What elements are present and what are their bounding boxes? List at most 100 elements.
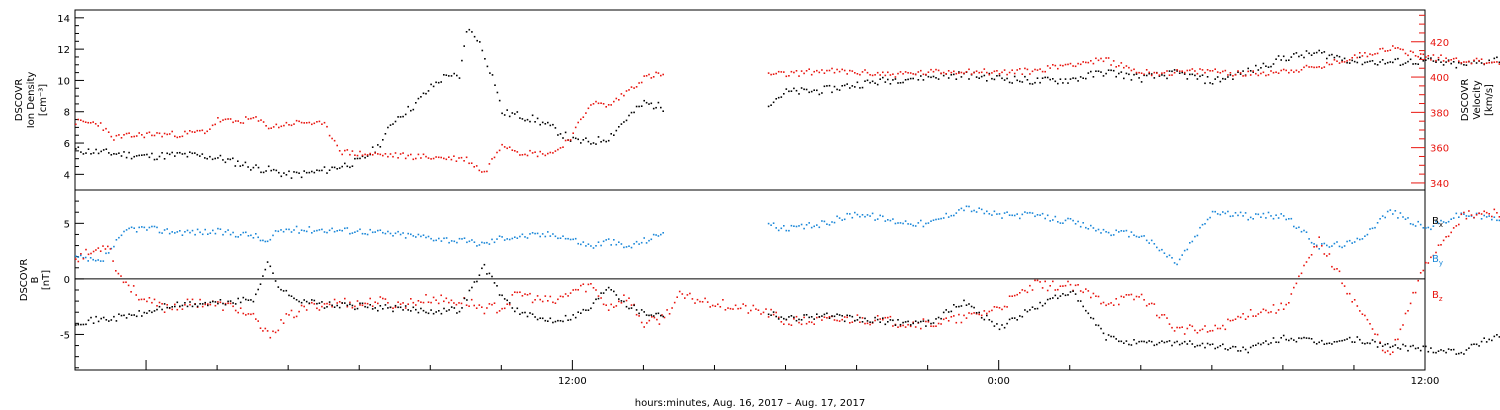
data-point-black — [927, 319, 930, 322]
data-point-red — [1478, 59, 1480, 62]
data-point-red — [407, 154, 409, 157]
data-point-black — [767, 313, 770, 316]
data-point-black — [318, 169, 321, 172]
data-point-red — [775, 311, 777, 314]
data-point-black — [242, 164, 244, 167]
data-point-red — [950, 71, 953, 74]
data-point-red — [1288, 71, 1290, 74]
data-point-black — [1011, 82, 1013, 84]
data-point-black — [854, 320, 856, 322]
data-point-blue — [805, 224, 808, 226]
data-point-red — [354, 154, 356, 156]
data-point-red — [618, 300, 620, 303]
data-point-black — [1295, 52, 1298, 54]
data-point-blue — [176, 231, 179, 233]
data-point-black — [392, 310, 394, 313]
data-point-black — [214, 301, 217, 303]
data-point-black — [889, 83, 892, 85]
data-point-red — [1140, 72, 1143, 74]
data-point-blue — [1359, 238, 1361, 241]
data-point-blue — [1455, 212, 1458, 215]
data-point-red — [800, 70, 803, 72]
data-point-red — [481, 171, 483, 173]
data-point-blue — [438, 237, 440, 240]
data-point-black — [247, 166, 249, 168]
data-point-black — [222, 302, 224, 305]
data-point-black — [262, 171, 265, 174]
data-point-black — [1128, 73, 1130, 76]
data-point-blue — [1118, 231, 1120, 233]
data-point-red — [1097, 295, 1100, 298]
data-point-black — [1176, 340, 1178, 343]
data-point-blue — [1384, 216, 1386, 219]
data-point-red — [120, 275, 122, 277]
data-point-black — [179, 151, 181, 154]
data-point-black — [1270, 65, 1272, 68]
data-point-red — [1112, 304, 1115, 306]
data-point-black — [790, 315, 793, 317]
data-point-red — [1079, 63, 1082, 66]
data-point-black — [519, 313, 521, 315]
data-point-red — [148, 297, 151, 299]
data-point-black — [201, 303, 204, 305]
data-point-red — [927, 71, 930, 73]
data-point-red — [1255, 315, 1257, 317]
data-point-red — [914, 73, 917, 76]
data-point-red — [432, 157, 435, 160]
data-point-red — [795, 315, 798, 318]
data-point-blue — [207, 233, 209, 235]
data-point-black — [1437, 59, 1440, 61]
data-point-red — [998, 73, 1001, 75]
data-point-black — [427, 312, 430, 315]
data-point-red — [1183, 71, 1186, 74]
data-point-red — [189, 303, 191, 306]
data-point-black — [1394, 344, 1397, 346]
data-point-red — [186, 132, 189, 135]
data-point-black — [1171, 344, 1173, 347]
data-point-black — [783, 317, 785, 320]
data-point-red — [493, 156, 496, 159]
data-point-blue — [605, 239, 607, 241]
data-point-black — [331, 304, 333, 307]
data-point-black — [1168, 340, 1171, 342]
data-point-black — [437, 81, 440, 84]
data-point-black — [645, 101, 648, 104]
data-point-red — [488, 303, 491, 305]
data-point-black — [1024, 309, 1026, 311]
data-point-blue — [869, 215, 871, 217]
data-point-black — [341, 165, 343, 168]
data-point-black — [633, 304, 635, 307]
data-point-red — [922, 318, 925, 320]
data-point-blue — [1140, 235, 1143, 238]
data-point-black — [1262, 62, 1265, 65]
data-point-red — [1087, 290, 1090, 292]
data-point-black — [1090, 316, 1092, 319]
data-point-black — [1021, 315, 1024, 318]
data-point-red — [539, 298, 541, 301]
data-point-black — [128, 313, 130, 315]
data-point-red — [186, 298, 189, 301]
velocity-axis-label-line1: DSCOVR — [1460, 79, 1471, 122]
data-point-red — [1496, 212, 1498, 214]
data-point-blue — [1206, 218, 1209, 221]
data-point-black — [1011, 317, 1013, 319]
data-point-red — [991, 72, 993, 74]
data-point-black — [539, 123, 541, 126]
data-point-blue — [662, 232, 664, 234]
data-point-black — [1496, 334, 1498, 336]
data-point-red — [1460, 62, 1463, 64]
data-point-black — [1112, 335, 1115, 338]
data-point-black — [775, 315, 777, 318]
data-point-black — [1371, 339, 1374, 341]
data-point-red — [879, 74, 881, 76]
data-point-red — [534, 151, 536, 153]
data-point-red — [1120, 62, 1123, 64]
data-point-blue — [1270, 215, 1272, 217]
data-point-red — [90, 252, 92, 255]
data-point-black — [115, 153, 118, 155]
data-point-red — [955, 321, 958, 324]
data-point-black — [1498, 61, 1500, 64]
data-point-red — [99, 122, 102, 124]
data-point-blue — [1460, 212, 1463, 215]
data-point-black — [937, 316, 940, 319]
